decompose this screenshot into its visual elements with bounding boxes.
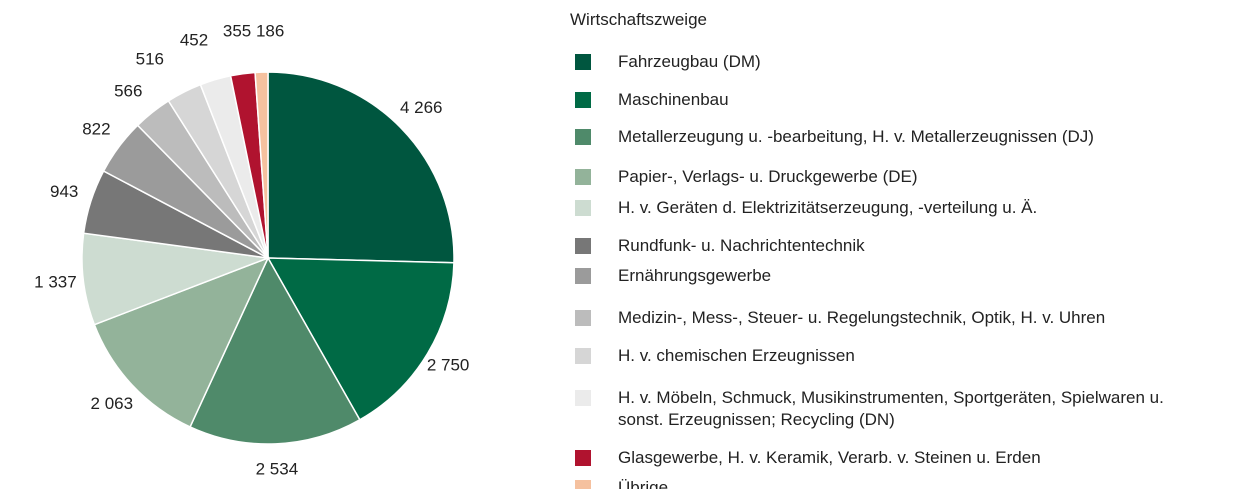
data-label: 4 266	[400, 98, 443, 117]
legend-label: H. v. chemischen Erzeugnissen	[618, 346, 855, 365]
legend-label: Ernährungsgewerbe	[618, 266, 772, 285]
data-label: 186	[256, 22, 284, 41]
legend-swatch	[575, 169, 591, 185]
legend-swatch	[575, 310, 591, 326]
data-label: 2 534	[256, 459, 299, 478]
legend-label: Medizin-, Mess-, Steuer- u. Regelungstec…	[618, 308, 1106, 327]
legend-swatch	[575, 129, 591, 145]
pie-slice	[189, 256, 361, 445]
pie-slice	[93, 256, 270, 428]
legend-label: Maschinenbau	[618, 90, 729, 109]
data-label: 516	[136, 49, 164, 68]
legend-label: Übrige	[618, 478, 669, 489]
pie-slice	[267, 71, 455, 264]
legend-swatch	[575, 450, 591, 466]
legend-swatch	[575, 348, 591, 364]
legend-swatch	[575, 92, 591, 108]
legend-label: H. v. Geräten d. Elektrizitätserzeugung,…	[618, 198, 1038, 217]
legend-label: Metallerzeugung u. -bearbeitung, H. v. M…	[618, 127, 1094, 146]
legend-swatch	[575, 54, 591, 70]
pie-slice	[254, 71, 269, 259]
legend-title: Wirtschaftszweige	[570, 10, 707, 29]
legend-swatch	[575, 480, 591, 489]
legend-swatch	[575, 268, 591, 284]
legend-label: H. v. Möbeln, Schmuck, Musikinstrumenten…	[618, 388, 1164, 429]
data-label: 452	[180, 31, 208, 50]
data-label: 1 337	[34, 272, 77, 291]
legend-swatch	[575, 200, 591, 216]
data-label: 566	[114, 81, 142, 100]
data-label: 2 063	[91, 394, 134, 413]
legend-label: Papier-, Verlags- u. Druckgewerbe (DE)	[618, 167, 918, 186]
pie-slice	[266, 257, 455, 421]
legend-label: Glasgewerbe, H. v. Keramik, Verarb. v. S…	[618, 448, 1041, 467]
legend-label: Fahrzeugbau (DM)	[618, 52, 761, 71]
data-label: 355	[223, 22, 251, 41]
data-label: 943	[50, 182, 78, 201]
data-label: 2 750	[427, 355, 470, 374]
legend-swatch	[575, 390, 591, 406]
legend-label: Rundfunk- u. Nachrichtentechnik	[618, 236, 865, 255]
legend-swatch	[575, 238, 591, 254]
data-label: 822	[82, 120, 110, 139]
pie-slice	[81, 232, 269, 326]
